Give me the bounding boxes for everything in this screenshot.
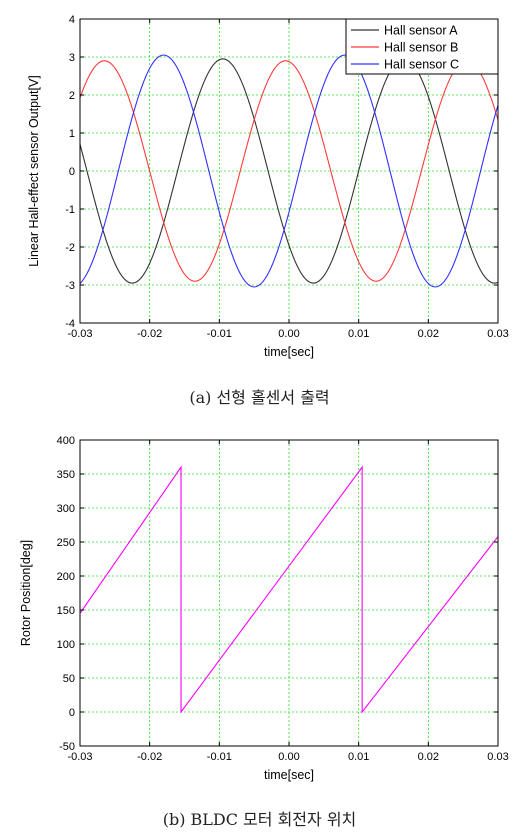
x-tick-label: -0.01 <box>207 328 232 340</box>
y-tick-label: -4 <box>65 318 75 330</box>
x-tick-label: 0.02 <box>418 751 439 763</box>
x-tick-label: -0.03 <box>67 328 92 340</box>
x-tick-label: 0.01 <box>348 328 369 340</box>
hall-sensor-chart: -0.03 -0.02 -0.01 0.00 0.01 0.02 0.03 -4 -3 -2 -1 0… <box>27 14 509 359</box>
legend: Hall sensor A Hall sensor B Hall sensor C <box>345 18 499 75</box>
x-tick-label: -0.01 <box>207 751 232 763</box>
series-line-hall-sensor-b <box>80 60 498 282</box>
y-tick-label: 0 <box>69 166 75 178</box>
y-tick-label: -50 <box>59 741 75 753</box>
legend-entry: Hall sensor B <box>384 41 458 55</box>
x-tick-label: 0.01 <box>348 751 369 763</box>
y-tick-label: 300 <box>57 503 75 515</box>
x-tick-label: -0.02 <box>137 328 162 340</box>
series-line-hall-sensor-a <box>80 58 498 284</box>
caption-a: (a) 선형 홀센서 출력 <box>189 388 330 407</box>
y-tick-label: 150 <box>57 605 75 617</box>
y-tick-label: 250 <box>57 537 75 549</box>
x-tick-label: 0.03 <box>487 751 508 763</box>
y-axis-label: Rotor Position[deg] <box>19 540 33 646</box>
legend-entry: Hall sensor A <box>384 24 458 38</box>
y-tick-label: 0 <box>69 707 75 719</box>
y-tick-label: -2 <box>65 242 75 254</box>
y-tick-label: 350 <box>57 469 75 481</box>
caption-b: (b) BLDC 모터 회전자 위치 <box>162 810 357 829</box>
y-tick-label: 100 <box>57 639 75 651</box>
x-tick-label: -0.02 <box>137 751 162 763</box>
y-axis-label: Linear Hall-effect sensor Output[V] <box>27 75 41 267</box>
y-tick-label: 3 <box>69 52 75 64</box>
y-tick-label: 200 <box>57 571 75 583</box>
y-tick-label: 400 <box>57 435 75 447</box>
y-tick-label: 4 <box>69 14 75 26</box>
plot-area <box>80 465 498 714</box>
y-tick-label: 50 <box>63 673 75 685</box>
x-tick-label: 0.02 <box>418 328 439 340</box>
x-tick-label: 0.00 <box>278 328 299 340</box>
y-tick-label: -1 <box>65 204 75 216</box>
y-tick-label: 2 <box>69 90 75 102</box>
series-line-hall-sensor-c <box>80 54 498 288</box>
y-tick-label: 1 <box>69 128 75 140</box>
x-tick-label: 0.03 <box>487 328 508 340</box>
x-axis-label: time[sec] <box>264 768 314 782</box>
x-axis-label: time[sec] <box>264 345 314 359</box>
x-tick-label: -0.03 <box>67 751 92 763</box>
legend-entry: Hall sensor C <box>384 58 459 72</box>
y-tick-label: -3 <box>65 280 75 292</box>
rotor-position-chart: -0.03 -0.02 -0.01 0.00 0.01 0.02 0.03 -50 0 50 100… <box>19 435 509 782</box>
series-line-rotor-position <box>80 465 498 714</box>
x-tick-label: 0.00 <box>278 751 299 763</box>
plot-area <box>80 54 498 288</box>
